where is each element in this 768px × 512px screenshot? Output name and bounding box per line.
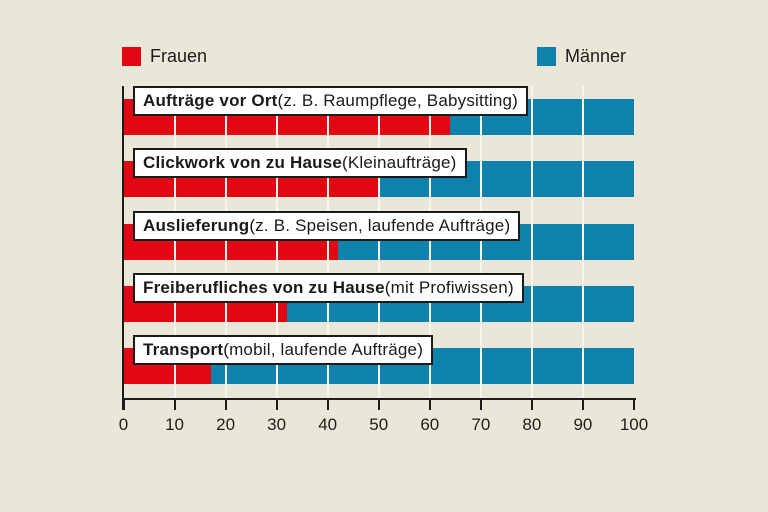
x-tick-50	[377, 400, 380, 410]
category-label-detail: (Kleinaufträge)	[342, 153, 457, 172]
gridline-80	[531, 86, 533, 398]
category-label-bold: Aufträge vor Ort	[143, 91, 278, 110]
category-label-detail: (mobil, laufende Aufträge)	[223, 340, 424, 359]
gridline-50	[378, 86, 380, 398]
x-tick-60	[428, 400, 431, 410]
x-tick-10	[173, 400, 176, 410]
x-tick-label-0: 0	[118, 415, 129, 434]
bar-row-3: Auslieferung (z. B. Speisen, laufende Au…	[124, 211, 634, 273]
x-tick-label-100: 100	[619, 415, 649, 434]
x-axis-line	[122, 398, 636, 400]
gridline-30	[276, 86, 278, 398]
bar-row-5: Transport (mobil, laufende Aufträge)	[124, 335, 634, 397]
bar-row-1: Aufträge vor Ort (z. B. Raumpflege, Baby…	[124, 86, 634, 148]
x-tick-label-20: 20	[216, 415, 236, 434]
category-label-bold: Auslieferung	[143, 216, 250, 235]
category-label-bold: Transport	[143, 340, 224, 359]
frauen-color-swatch	[122, 47, 141, 66]
gridline-70	[480, 86, 482, 398]
x-tick-40	[326, 400, 329, 410]
x-tick-label-10: 10	[165, 415, 185, 434]
x-tick-label-80: 80	[522, 415, 542, 434]
x-tick-70	[479, 400, 482, 410]
x-tick-30	[275, 400, 278, 410]
x-tick-label-60: 60	[420, 415, 440, 434]
category-label-bold: Freiberufliches von zu Hause	[143, 278, 385, 297]
gridline-90	[582, 86, 584, 398]
category-label-detail: (mit Profiwissen)	[384, 278, 514, 297]
x-tick-label-90: 90	[573, 415, 593, 434]
category-label-detail: (z. B. Speisen, laufende Aufträge)	[249, 216, 511, 235]
category-label-box: Clickwork von zu Hause (Kleinaufträge)	[133, 148, 467, 178]
gridline-20	[225, 86, 227, 398]
x-tick-20	[224, 400, 227, 410]
legend-label-maenner: Männer	[565, 46, 627, 66]
legend-item-frauen: Frauen	[122, 47, 207, 66]
legend-item-maenner: Männer	[537, 47, 626, 66]
gridline-60	[429, 86, 431, 398]
category-label-bold: Clickwork von zu Hause	[143, 153, 343, 172]
plot-area: Aufträge vor Ort (z. B. Raumpflege, Baby…	[124, 86, 634, 398]
x-tick-90	[581, 400, 584, 410]
category-label-detail: (z. B. Raumpflege, Babysitting)	[277, 91, 519, 110]
x-tick-label-30: 30	[267, 415, 287, 434]
bar-row-4: Freiberufliches von zu Hause (mit Profiw…	[124, 273, 634, 335]
x-tick-0	[122, 400, 125, 410]
x-tick-label-50: 50	[369, 415, 389, 434]
x-tick-label-70: 70	[471, 415, 491, 434]
category-label-box: Freiberufliches von zu Hause (mit Profiw…	[133, 273, 524, 303]
category-label-box: Aufträge vor Ort (z. B. Raumpflege, Baby…	[133, 86, 529, 116]
maenner-color-swatch	[537, 47, 556, 66]
gridline-10	[174, 86, 176, 398]
y-axis-line	[122, 86, 124, 410]
bar-row-2: Clickwork von zu Hause (Kleinaufträge)	[124, 148, 634, 210]
x-tick-80	[530, 400, 533, 410]
x-tick-label-40: 40	[318, 415, 338, 434]
legend-label-frauen: Frauen	[150, 46, 208, 66]
x-tick-100	[633, 400, 635, 410]
category-label-box: Transport (mobil, laufende Aufträge)	[133, 335, 434, 365]
category-label-box: Auslieferung (z. B. Speisen, laufende Au…	[133, 211, 521, 241]
gridline-40	[327, 86, 329, 398]
